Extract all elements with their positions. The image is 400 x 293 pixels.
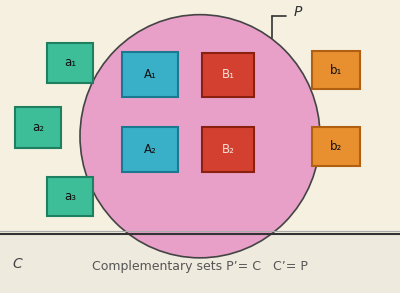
Text: A₂: A₂: [144, 143, 156, 156]
Text: Complementary sets P’= C   C’= P: Complementary sets P’= C C’= P: [92, 260, 308, 273]
Text: C: C: [12, 257, 22, 271]
Bar: [202, 53, 254, 97]
Text: b₁: b₁: [330, 64, 342, 77]
Bar: [122, 127, 178, 172]
Text: B₂: B₂: [222, 143, 234, 156]
Text: b₂: b₂: [330, 140, 342, 153]
Bar: [0, 234, 400, 293]
Bar: [47, 43, 93, 83]
Bar: [312, 127, 360, 166]
Bar: [202, 127, 254, 172]
Bar: [312, 51, 360, 89]
Text: a₁: a₁: [64, 57, 76, 69]
Text: A₁: A₁: [144, 68, 156, 81]
Ellipse shape: [80, 15, 320, 258]
Text: P: P: [294, 5, 302, 19]
Bar: [15, 107, 61, 148]
Text: a₂: a₂: [32, 121, 44, 134]
Text: B₁: B₁: [222, 68, 234, 81]
Bar: [122, 52, 178, 97]
Bar: [47, 176, 93, 216]
Text: a₃: a₃: [64, 190, 76, 203]
